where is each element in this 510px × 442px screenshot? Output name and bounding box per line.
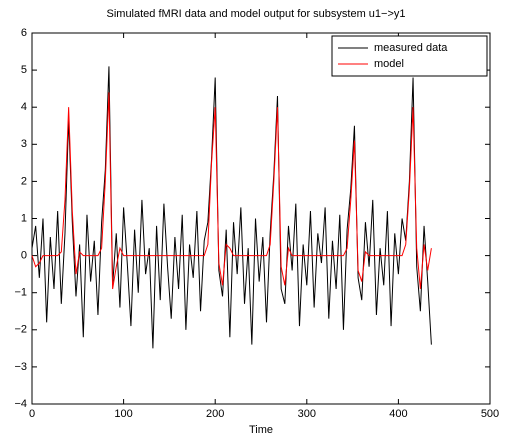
y-tick-label: 5: [21, 64, 27, 76]
y-tick-label: −1: [14, 287, 27, 299]
y-tick-label: 2: [21, 175, 27, 187]
y-tick-label: −3: [14, 361, 27, 373]
series-line: [31, 66, 432, 349]
x-tick-label: 0: [29, 408, 35, 420]
y-tick-label: −4: [14, 398, 27, 410]
x-tick-label: 200: [206, 408, 224, 420]
y-tick-label: 0: [21, 250, 27, 262]
legend-label: measured data: [374, 42, 448, 54]
x-tick-label: 300: [298, 408, 316, 420]
x-tick-label: 400: [389, 408, 407, 420]
y-tick-label: 1: [21, 212, 27, 224]
y-tick-label: 4: [21, 101, 27, 113]
x-axis-label: Time: [249, 424, 273, 436]
y-tick-label: 3: [21, 138, 27, 150]
chart-title: Simulated fMRI data and model output for…: [107, 8, 406, 20]
plot-frame: [31, 32, 491, 405]
x-tick-label: 500: [481, 408, 499, 420]
y-tick-label: −2: [14, 324, 27, 336]
legend-label: model: [374, 58, 404, 70]
x-tick-label: 100: [114, 408, 132, 420]
series-line: [31, 92, 432, 290]
legend-box: [331, 35, 488, 77]
y-tick-label: 6: [21, 27, 27, 39]
